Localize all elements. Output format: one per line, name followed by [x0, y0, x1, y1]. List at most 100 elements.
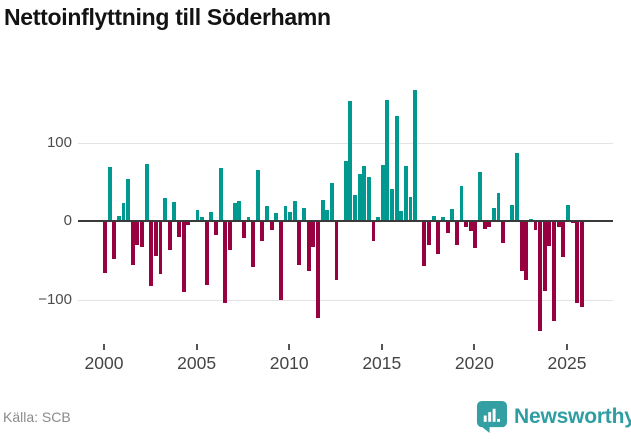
- x-axis-label: 2015: [362, 353, 402, 373]
- bar-2015Q2: [385, 100, 390, 221]
- bar-2010Q3: [297, 221, 302, 265]
- bar-2005Q1: [195, 210, 200, 221]
- gridline-100: [78, 142, 613, 144]
- bar-2009Q3: [278, 221, 283, 300]
- bar-2003Q3: [167, 221, 172, 251]
- x-axis-label: 2010: [269, 353, 309, 373]
- bar-2022Q1: [510, 205, 515, 221]
- bar-2006Q1: [214, 221, 218, 236]
- bar-2019Q1: [454, 221, 459, 245]
- bar-2015Q1: [380, 165, 385, 221]
- bar-2001Q4: [135, 221, 140, 245]
- bar-2011Q3: [315, 221, 320, 318]
- bar-2010Q4: [302, 207, 306, 221]
- x-axis-tick-2005: [195, 344, 198, 350]
- bar-2007Q4: [246, 217, 251, 221]
- bar-2002Q3: [149, 221, 154, 287]
- bar-2011Q4: [320, 199, 325, 221]
- newsworthy-bubble-chart-icon: [476, 401, 507, 433]
- bar-2016Q4: [413, 89, 418, 221]
- bar-2003Q2: [163, 198, 168, 221]
- bar-2001Q2: [126, 178, 131, 221]
- bar-2008Q2: [255, 169, 260, 221]
- bar-2008Q4: [265, 206, 269, 221]
- bar-2025Q3: [575, 221, 580, 303]
- bar-2018Q3: [445, 221, 450, 233]
- x-axis-tick-2020: [473, 344, 476, 350]
- bar-2015Q4: [394, 115, 399, 221]
- bar-2001Q1: [121, 202, 126, 221]
- bar-2020Q3: [482, 221, 487, 229]
- bar-2014Q1: [362, 166, 367, 221]
- bar-2004Q1: [177, 221, 181, 238]
- bar-2016Q1: [399, 210, 404, 221]
- x-axis-tick-2000: [103, 344, 105, 350]
- bar-2002Q4: [153, 221, 158, 257]
- bar-2010Q1: [288, 211, 293, 221]
- bar-2019Q3: [464, 221, 469, 228]
- bar-2019Q4: [468, 221, 473, 232]
- bar-2005Q2: [200, 217, 205, 221]
- gridline--100: [78, 299, 613, 301]
- bar-2013Q2: [348, 100, 353, 221]
- bar-2009Q2: [274, 213, 279, 221]
- bar-2000Q2: [107, 166, 112, 221]
- bar-2007Q3: [241, 221, 246, 239]
- bar-2021Q1: [491, 208, 496, 221]
- bar-2022Q4: [524, 221, 529, 280]
- y-axis-label: 100: [46, 133, 72, 151]
- bar-2014Q3: [371, 221, 376, 242]
- bar-2007Q1: [232, 202, 237, 221]
- newsworthy-logo: Newsworthy: [476, 400, 631, 433]
- bar-2022Q3: [519, 221, 524, 272]
- x-axis-tick-2025: [566, 344, 568, 350]
- bar-2025Q1: [566, 205, 570, 221]
- bar-2008Q3: [260, 221, 265, 242]
- bar-2002Q2: [144, 164, 149, 221]
- x-axis-label: 2005: [177, 353, 217, 373]
- bar-2024Q3: [556, 221, 561, 228]
- bar-2006Q2: [218, 167, 223, 221]
- x-axis-tick-2010: [288, 344, 291, 350]
- bar-2013Q1: [343, 160, 348, 221]
- bar-2000Q4: [116, 216, 121, 221]
- bar-2025Q4: [579, 221, 584, 308]
- bar-2013Q3: [353, 195, 357, 221]
- bar-2014Q2: [366, 177, 371, 221]
- bar-2023Q3: [538, 221, 543, 331]
- bar-2018Q4: [450, 209, 455, 221]
- bar-2005Q4: [209, 211, 214, 221]
- bar-2016Q3: [408, 197, 413, 221]
- bar-2004Q2: [181, 221, 186, 293]
- bar-2004Q3: [186, 221, 191, 225]
- bar-2009Q4: [283, 206, 288, 221]
- bar-2020Q2: [478, 172, 482, 221]
- x-axis-label: 2025: [547, 353, 587, 373]
- bar-2009Q1: [269, 221, 274, 230]
- bar-2012Q2: [329, 183, 334, 221]
- bar-2000Q3: [112, 221, 117, 260]
- y-axis-label: 0: [63, 212, 72, 229]
- bar-2013Q4: [357, 173, 362, 221]
- bar-2024Q2: [552, 221, 556, 321]
- bar-2011Q1: [306, 221, 311, 272]
- bar-2019Q2: [459, 186, 464, 221]
- bar-2003Q1: [158, 221, 163, 275]
- bar-2006Q3: [223, 221, 228, 303]
- zero-axis-line: [78, 220, 613, 223]
- brand-name: Newsworthy: [514, 404, 631, 428]
- bar-2022Q2: [515, 153, 519, 221]
- bar-2017Q4: [431, 216, 436, 221]
- bar-2018Q1: [436, 221, 441, 254]
- bar-2001Q3: [130, 221, 135, 265]
- bar-2021Q3: [501, 221, 506, 243]
- bar-2003Q4: [172, 202, 177, 221]
- bar-2005Q3: [204, 221, 209, 285]
- bar-2000Q1: [103, 221, 107, 273]
- bar-2008Q1: [251, 221, 256, 268]
- bar-2021Q2: [496, 192, 501, 221]
- x-axis-label: 2020: [454, 353, 494, 373]
- bar-2018Q2: [440, 217, 445, 221]
